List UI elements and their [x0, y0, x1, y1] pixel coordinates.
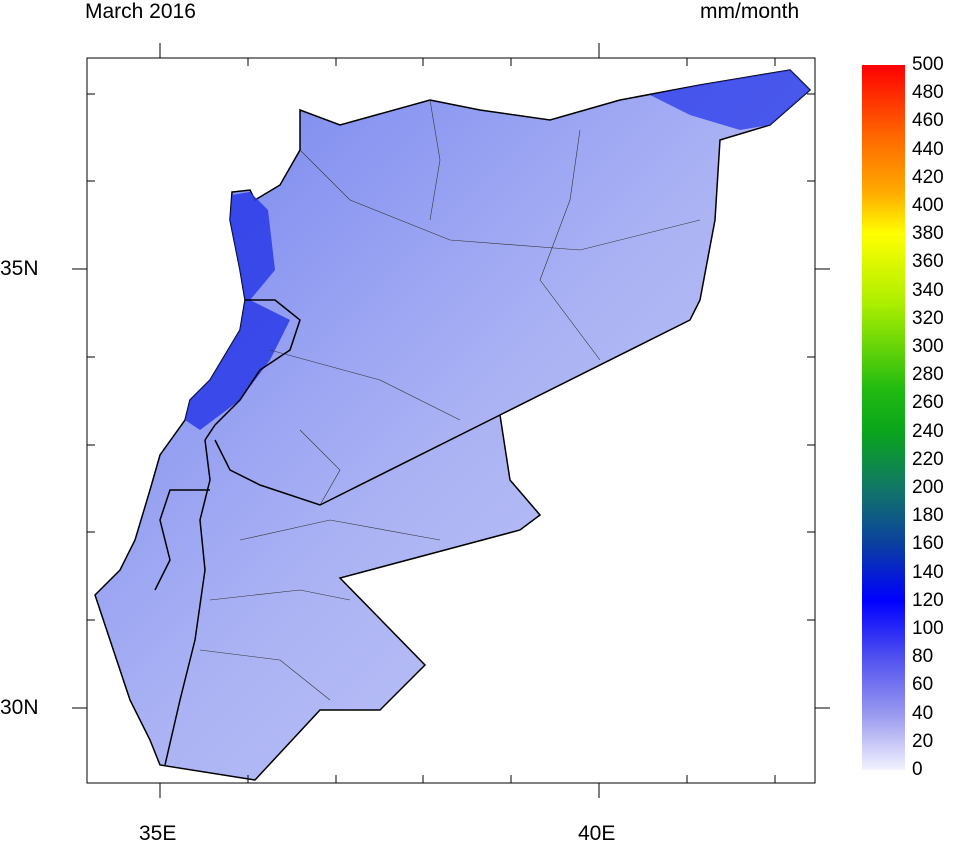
national-borders — [154, 299, 501, 766]
colorbar-label: 160 — [912, 533, 944, 555]
colorbar-label: 180 — [912, 505, 944, 527]
map-frame — [86, 57, 816, 784]
colorbar-label: 60 — [912, 674, 934, 696]
colorbar-label: 140 — [912, 561, 944, 583]
units-label: mm/month — [700, 0, 800, 23]
colorbar — [862, 65, 905, 770]
colorbar-label: 420 — [912, 166, 944, 188]
northeast-high-precip — [650, 70, 810, 130]
colorbar-label: 300 — [912, 336, 944, 357]
colorbar-label: 260 — [912, 392, 944, 414]
coastal-high-precip — [185, 192, 290, 430]
colorbar-label: 460 — [912, 110, 944, 132]
colorbar-label: 380 — [912, 223, 944, 245]
colorbar-label: 400 — [912, 195, 944, 216]
colorbar-label: 360 — [912, 251, 944, 273]
colorbar-label: 440 — [912, 138, 944, 160]
internal-borders — [199, 99, 701, 701]
colorbar-label: 40 — [912, 702, 934, 724]
colorbar-label: 120 — [912, 589, 944, 611]
colorbar-label: 0 — [912, 759, 923, 780]
colorbar-label: 100 — [912, 618, 944, 639]
colorbar-label: 240 — [912, 420, 944, 442]
colorbar-label: 200 — [912, 477, 944, 498]
x-tick-label: 35E — [139, 822, 177, 845]
colorbar-label: 480 — [912, 82, 944, 104]
y-tick-label: 30N — [0, 696, 39, 719]
colorbar-label: 80 — [912, 646, 934, 668]
colorbar-label: 280 — [912, 364, 944, 386]
colorbar-label: 220 — [912, 448, 944, 470]
y-tick-label: 35N — [0, 257, 39, 280]
axis-ticks — [72, 43, 830, 798]
x-tick-label: 40E — [578, 822, 616, 845]
colorbar-label: 320 — [912, 307, 944, 329]
colorbar-label: 20 — [912, 730, 934, 752]
colorbar-label: 500 — [912, 54, 944, 75]
colorbar-label: 340 — [912, 279, 944, 301]
map-title: March 2016 — [85, 0, 196, 23]
